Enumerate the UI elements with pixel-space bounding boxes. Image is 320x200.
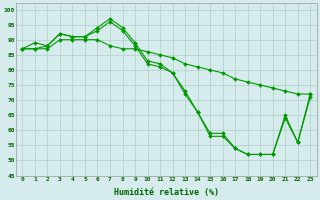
- X-axis label: Humidité relative (%): Humidité relative (%): [114, 188, 219, 197]
